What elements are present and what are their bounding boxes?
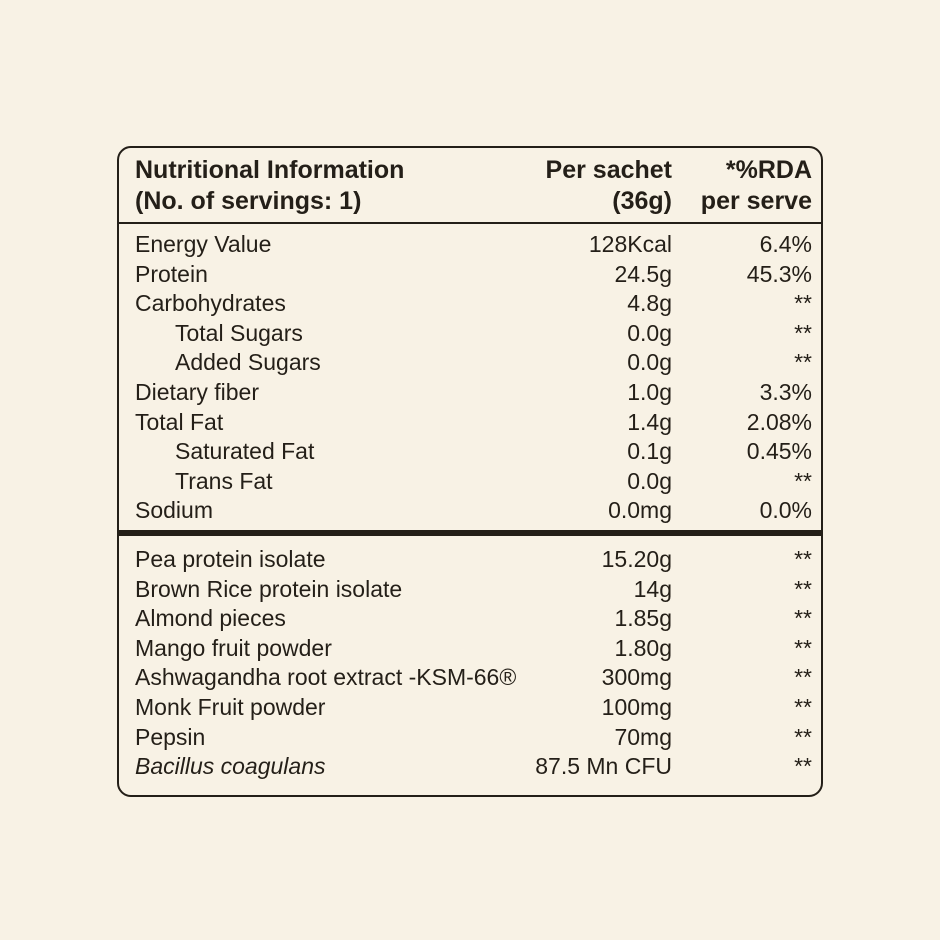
table-row-added-sugars: Added Sugars 0.0g **	[119, 348, 821, 378]
nutrient-value: 1.4g	[627, 408, 672, 435]
nutrient-value: 0.0mg	[608, 497, 672, 524]
nutrient-value: 0.0g	[627, 319, 672, 346]
table-row-pea-protein: Pea protein isolate 15.20g **	[119, 545, 821, 575]
nutrition-header: Nutritional Information (No. of servings…	[119, 148, 821, 224]
ingredient-rda: **	[794, 546, 812, 572]
table-row-protein: Protein 24.5g 45.3%	[119, 260, 821, 290]
nutrition-label-card: Nutritional Information (No. of servings…	[117, 146, 823, 797]
table-row-monk-fruit-powder: Monk Fruit powder 100mg **	[119, 693, 821, 723]
table-row-bacillus-coagulans: Bacillus coagulans 87.5 Mn CFU **	[119, 752, 821, 782]
nutrient-rda: **	[794, 290, 812, 317]
ingredient-rda: **	[794, 634, 812, 661]
table-row-dietary-fiber: Dietary fiber 1.0g 3.3%	[119, 378, 821, 408]
ingredient-value: 100mg	[601, 693, 672, 720]
nutrient-value: 24.5g	[614, 260, 672, 287]
header-rda: *%RDA per serve	[701, 155, 812, 217]
table-row-total-sugars: Total Sugars 0.0g **	[119, 319, 821, 349]
nutrient-rda: **	[794, 319, 812, 346]
table-row-ashwagandha: Ashwagandha root extract -KSM-66® 300mg …	[119, 663, 821, 693]
nutrient-value: 4.8g	[627, 290, 672, 317]
ingredient-value: 87.5 Mn CFU	[535, 753, 672, 780]
ingredient-rda: **	[794, 664, 812, 691]
ingredient-value: 1.80g	[614, 634, 672, 661]
ingredient-name: Pea protein isolate	[135, 546, 326, 572]
table-row-mango-fruit-powder: Mango fruit powder 1.80g **	[119, 634, 821, 664]
nutrient-rda: **	[794, 467, 812, 494]
table-row-total-fat: Total Fat 1.4g 2.08%	[119, 408, 821, 438]
header-rda-line2: per serve	[700, 187, 812, 215]
nutrient-value: 128Kcal	[588, 231, 672, 257]
table-row-sodium: Sodium 0.0mg 0.0%	[119, 496, 821, 526]
ingredient-name: Brown Rice protein isolate	[135, 575, 403, 602]
nutrient-value: 0.1g	[627, 438, 672, 465]
header-rda-line1: *%RDA	[725, 156, 812, 184]
table-row-saturated-fat: Saturated Fat 0.1g 0.45%	[119, 437, 821, 467]
table-row-carbohydrates: Carbohydrates 4.8g **	[119, 289, 821, 319]
header-per-sachet: Per sachet (36g)	[546, 155, 672, 217]
ingredient-name: Mango fruit powder	[135, 634, 332, 661]
nutrient-rda: 0.45%	[746, 438, 812, 465]
nutrient-name: Dietary fiber	[135, 378, 259, 405]
ingredient-value: 1.85g	[614, 605, 672, 632]
header-title-line1: Nutritional Information	[135, 156, 405, 184]
nutrient-rda: 0.0%	[759, 497, 812, 524]
ingredient-name: Bacillus coagulans	[135, 753, 326, 780]
table-row-brown-rice-protein: Brown Rice protein isolate 14g **	[119, 575, 821, 605]
ingredient-value: 15.20g	[601, 546, 672, 572]
nutrient-rda: 45.3%	[746, 260, 812, 287]
header-title-line2: (No. of servings: 1)	[135, 187, 362, 215]
ingredient-name: Almond pieces	[135, 605, 286, 632]
ingredient-rda: **	[794, 605, 812, 632]
section-divider	[119, 530, 821, 536]
ingredient-value: 70mg	[614, 723, 672, 750]
nutrient-value: 0.0g	[627, 349, 672, 376]
nutrient-name: Energy Value	[135, 231, 272, 257]
table-row-almond-pieces: Almond pieces 1.85g **	[119, 604, 821, 634]
header-per-sachet-line2: (36g)	[612, 187, 672, 215]
ingredient-value: 14g	[633, 575, 672, 602]
nutrient-name: Protein	[135, 260, 208, 287]
table-row-pepsin: Pepsin 70mg **	[119, 723, 821, 753]
header-per-sachet-line1: Per sachet	[545, 156, 672, 184]
header-title: Nutritional Information (No. of servings…	[135, 155, 404, 217]
ingredient-rda: **	[794, 575, 812, 602]
nutrient-rda: 6.4%	[759, 231, 812, 257]
nutrient-name: Saturated Fat	[175, 438, 315, 465]
nutrient-value: 0.0g	[627, 467, 672, 494]
nutrient-rda: 2.08%	[746, 408, 812, 435]
ingredient-rda: **	[794, 723, 812, 750]
ingredient-name: Ashwagandha root extract -KSM-66®	[135, 664, 517, 691]
nutrient-name: Trans Fat	[175, 467, 273, 494]
table-row-trans-fat: Trans Fat 0.0g **	[119, 467, 821, 497]
ingredients-section: Pea protein isolate 15.20g ** Brown Rice…	[119, 536, 821, 795]
nutrient-name: Added Sugars	[175, 349, 321, 376]
nutrient-name: Sodium	[135, 497, 213, 524]
ingredient-name: Pepsin	[135, 723, 206, 750]
ingredient-rda: **	[794, 693, 812, 720]
ingredient-name: Monk Fruit powder	[135, 693, 326, 720]
nutrient-name: Carbohydrates	[135, 290, 286, 317]
ingredient-value: 300mg	[601, 664, 672, 691]
nutrients-section: Energy Value 128Kcal 6.4% Protein 24.5g …	[119, 224, 821, 530]
nutrient-name: Total Sugars	[175, 319, 303, 346]
nutrient-rda: 3.3%	[759, 378, 812, 405]
table-row-energy-value: Energy Value 128Kcal 6.4%	[119, 230, 821, 260]
nutrient-value: 1.0g	[627, 378, 672, 405]
ingredient-rda: **	[794, 753, 812, 780]
nutrient-name: Total Fat	[135, 408, 224, 435]
nutrient-rda: **	[794, 349, 812, 376]
